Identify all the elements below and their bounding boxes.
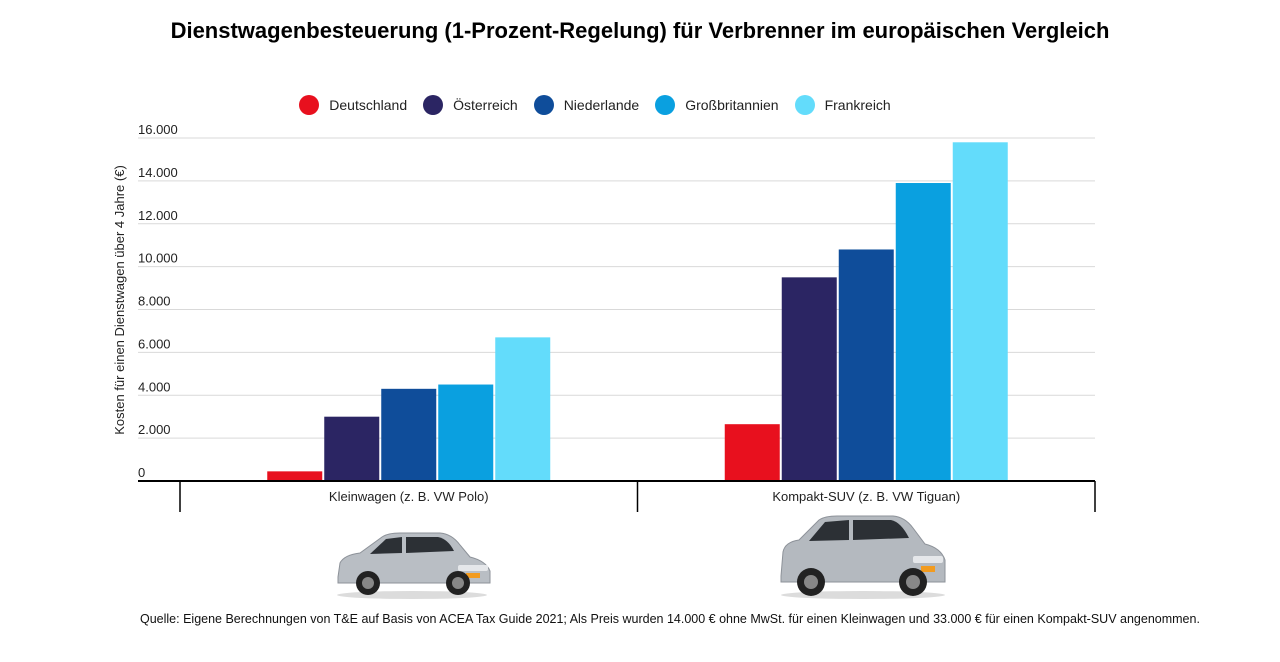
hatchback-car-icon bbox=[337, 532, 491, 599]
bar-deutschland-1 bbox=[724, 424, 780, 481]
y-tick-label: 16.000 bbox=[138, 122, 178, 137]
legend-swatch bbox=[423, 95, 444, 115]
bar-großbritannien-0 bbox=[438, 384, 494, 481]
category-label: Kompakt-SUV (z. B. VW Tiguan) bbox=[772, 489, 960, 504]
chart-title: Dienstwagenbesteuerung (1-Prozent-Regelu… bbox=[170, 18, 1110, 43]
bar-frankreich-1 bbox=[952, 142, 1008, 481]
legend-swatch bbox=[533, 95, 554, 115]
y-tick-label: 6.000 bbox=[138, 336, 171, 351]
y-tick-label: 10.000 bbox=[138, 251, 178, 266]
y-tick-label: 2.000 bbox=[138, 422, 171, 437]
legend-label: Großbritannien bbox=[685, 97, 779, 113]
legend-item: Frankreich bbox=[794, 95, 891, 115]
legend-swatch bbox=[299, 95, 320, 115]
legend-label: Deutschland bbox=[329, 97, 408, 113]
legend-swatch bbox=[655, 95, 676, 115]
legend-item: Österreich bbox=[423, 95, 518, 115]
bar-niederlande-1 bbox=[838, 249, 894, 481]
bar-österreich-1 bbox=[781, 277, 837, 481]
bar-deutschland-0 bbox=[267, 471, 323, 481]
legend-swatch bbox=[794, 95, 815, 115]
category-label: Kleinwagen (z. B. VW Polo) bbox=[329, 489, 489, 504]
y-tick-label: 4.000 bbox=[138, 379, 171, 394]
legend-label: Österreich bbox=[453, 97, 518, 113]
bar-österreich-0 bbox=[324, 416, 380, 481]
legend-item: Deutschland bbox=[299, 95, 407, 115]
bar-großbritannien-1 bbox=[895, 183, 951, 482]
source-note: Quelle: Eigene Berechnungen von T&E auf … bbox=[140, 612, 1200, 626]
y-tick-label: 14.000 bbox=[138, 165, 178, 180]
legend-label: Frankreich bbox=[824, 97, 891, 113]
bar-niederlande-0 bbox=[381, 388, 437, 481]
y-axis-label: Kosten für einen Dienstwagen über 4 Jahr… bbox=[112, 165, 127, 435]
legend-item: Niederlande bbox=[533, 95, 640, 115]
legend-label: Niederlande bbox=[563, 97, 640, 113]
y-tick-label: 0 bbox=[138, 465, 145, 480]
compact-suv-car-icon bbox=[780, 515, 946, 599]
bar-frankreich-0 bbox=[495, 337, 551, 481]
y-tick-label: 12.000 bbox=[138, 208, 178, 223]
legend: Deutschland Österreich Niederlande Großbrit… bbox=[0, 95, 1190, 115]
y-tick-label: 8.000 bbox=[138, 294, 171, 309]
legend-item: Großbritannien bbox=[655, 95, 779, 115]
